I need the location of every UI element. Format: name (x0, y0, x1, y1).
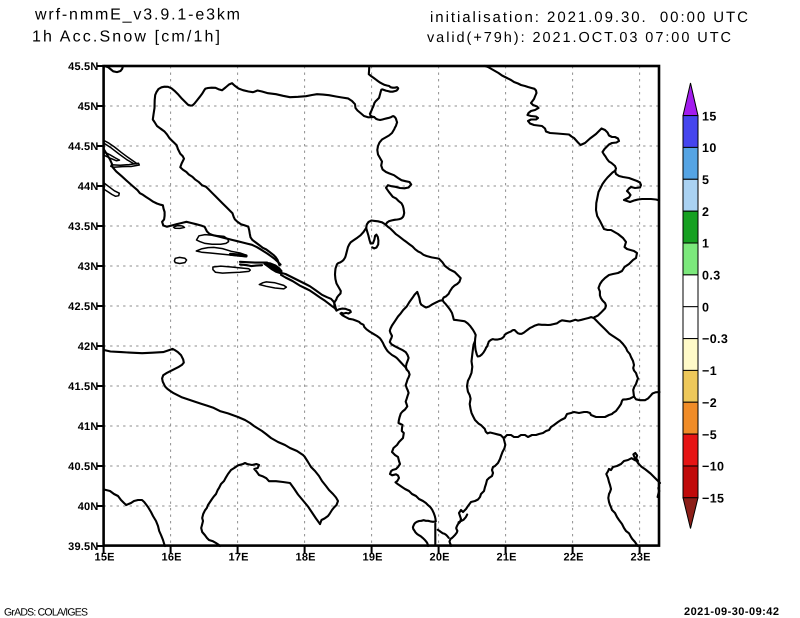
svg-text:2: 2 (702, 205, 709, 219)
svg-text:10: 10 (702, 141, 717, 155)
svg-text:17E: 17E (229, 552, 249, 564)
svg-text:0: 0 (702, 300, 709, 314)
svg-text:5: 5 (702, 173, 709, 187)
svg-text:0.3: 0.3 (702, 269, 721, 283)
svg-text:41.5N: 41.5N (68, 381, 98, 393)
svg-text:42N: 42N (78, 341, 99, 353)
svg-text:−5: −5 (702, 428, 717, 442)
svg-text:−15: −15 (702, 492, 724, 506)
svg-text:21E: 21E (497, 552, 517, 564)
svg-text:initialisation: 2021.09.30. 0: initialisation: 2021.09.30. 00:00 UTC (430, 9, 748, 26)
svg-text:45N: 45N (78, 101, 99, 113)
svg-text:GrADS: COLA/IGES: GrADS: COLA/IGES (4, 607, 88, 618)
svg-text:45.5N: 45.5N (68, 61, 98, 73)
svg-text:valid(+79h): 2021.OCT.03 07:00: valid(+79h): 2021.OCT.03 07:00 UTC (427, 30, 731, 46)
svg-text:2021-09-30-09:42: 2021-09-30-09:42 (684, 606, 779, 618)
svg-text:40.5N: 40.5N (68, 461, 98, 473)
svg-text:22E: 22E (564, 552, 584, 564)
svg-text:19E: 19E (363, 552, 383, 564)
svg-text:39.5N: 39.5N (68, 541, 98, 553)
svg-text:16E: 16E (162, 552, 182, 564)
svg-text:−0.3: −0.3 (702, 332, 728, 346)
svg-text:23E: 23E (631, 552, 651, 564)
svg-text:wrf-nmmE_v3.9.1-e3km: wrf-nmmE_v3.9.1-e3km (34, 7, 240, 24)
svg-text:18E: 18E (296, 552, 316, 564)
svg-text:1: 1 (702, 237, 709, 251)
svg-text:43.5N: 43.5N (68, 221, 98, 233)
svg-text:−1: −1 (702, 364, 717, 378)
svg-text:44N: 44N (78, 181, 99, 193)
svg-text:43N: 43N (78, 261, 99, 273)
svg-text:−10: −10 (702, 460, 724, 474)
svg-text:15: 15 (702, 109, 717, 123)
svg-text:−2: −2 (702, 396, 717, 410)
svg-text:1h Acc.Snow [cm/1h]: 1h Acc.Snow [cm/1h] (32, 29, 220, 46)
svg-text:40N: 40N (78, 501, 99, 513)
svg-text:15E: 15E (95, 552, 115, 564)
svg-text:42.5N: 42.5N (68, 301, 98, 313)
svg-text:20E: 20E (430, 552, 450, 564)
svg-text:44.5N: 44.5N (68, 141, 98, 153)
svg-text:41N: 41N (78, 421, 99, 433)
